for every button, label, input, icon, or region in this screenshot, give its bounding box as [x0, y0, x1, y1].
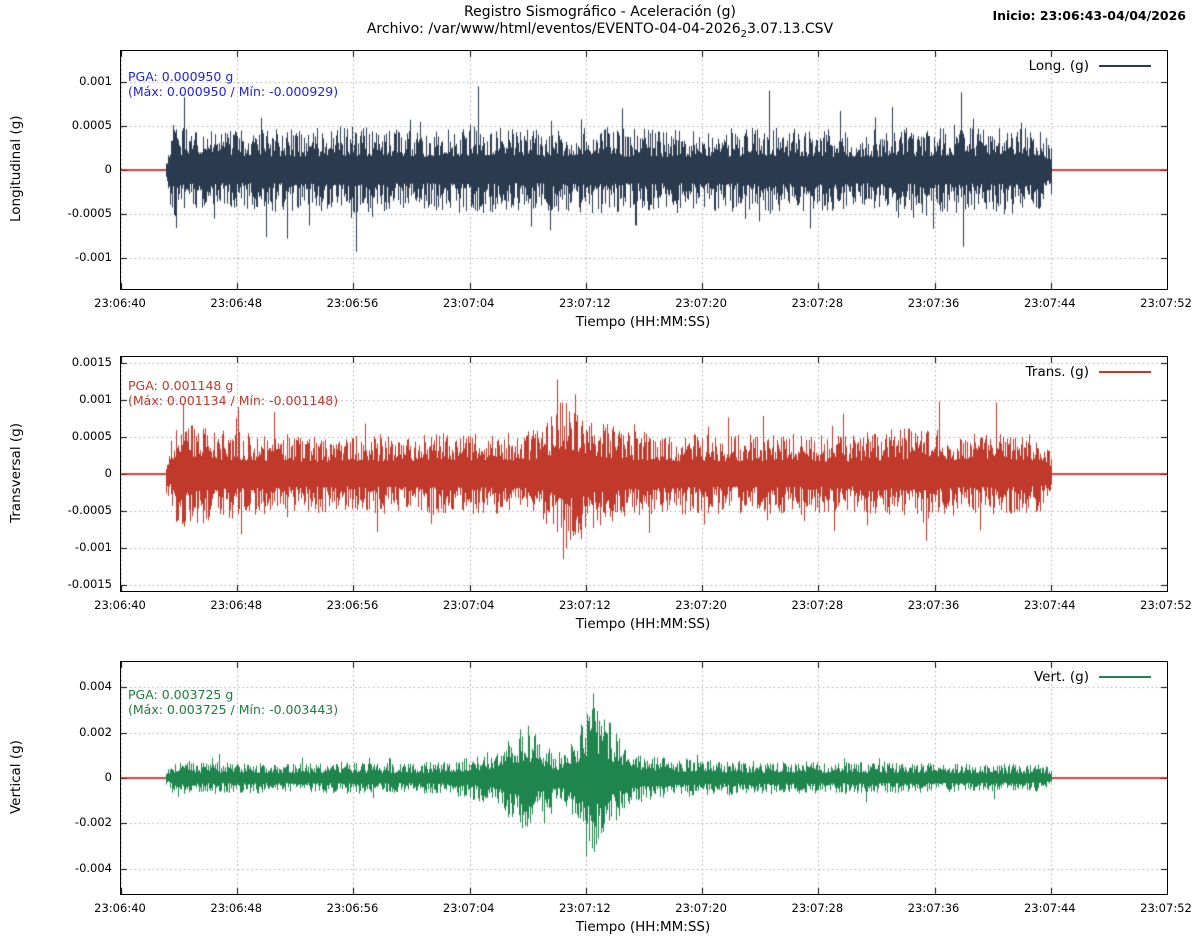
- x-tick-label: 23:07:28: [791, 598, 844, 612]
- y-tick-label: -0.0005: [67, 206, 112, 221]
- x-tick-label: 23:07:36: [907, 901, 960, 915]
- y-tick-label: 0.0005: [71, 428, 112, 443]
- file-subtitle-subscript: 2: [740, 29, 748, 40]
- x-tick-label: 23:07:44: [1023, 296, 1076, 310]
- y-tick-label: 0: [104, 770, 112, 784]
- pga-annotation-longitudinal: PGA: 0.000950 g (Máx: 0.000950 / Mín: -0…: [128, 69, 339, 99]
- x-tick-label: 23:07:44: [1023, 901, 1076, 915]
- legend-label-vertical: Vert. (g): [1033, 669, 1089, 685]
- y-tick-label: -0.001: [74, 250, 112, 265]
- x-tick-label: 23:07:20: [675, 901, 727, 915]
- x-tick-label: 23:07:04: [442, 598, 495, 612]
- file-subtitle: Archivo: /var/www/html/eventos/EVENTO-04…: [0, 21, 1200, 40]
- pga-annotation-transversal: PGA: 0.001148 g (Máx: 0.001134 / Mín: -0…: [128, 378, 339, 408]
- y-tick-label: 0.002: [79, 724, 112, 739]
- x-tick-label: 23:06:56: [326, 598, 379, 612]
- x-tick-label: 23:07:20: [675, 598, 727, 612]
- x-tick-label: 23:06:48: [210, 598, 263, 612]
- legend-line-sample-vertical: [1099, 676, 1151, 678]
- page-title: Registro Sismográfico - Aceleración (g): [463, 4, 737, 20]
- y-tick-label: -0.001: [74, 540, 112, 555]
- legend-transversal: Trans. (g): [1026, 364, 1151, 380]
- x-tick-label: 23:06:40: [94, 296, 146, 310]
- x-tick-label: 23:06:48: [210, 901, 263, 915]
- y-tick-label: -0.002: [74, 815, 112, 830]
- x-tick-label: 23:07:12: [559, 598, 611, 612]
- x-tick-label: 23:06:40: [94, 901, 146, 915]
- y-tick-label: -0.004: [74, 860, 112, 875]
- pga-annotation-vertical: PGA: 0.003725 g (Máx: 0.003725 / Mín: -0…: [128, 687, 339, 717]
- plot-section-longitudinal: Longitudinal (g) Long. (g) PGA: 0.000950…: [0, 50, 1200, 358]
- x-tick-label: 23:06:48: [210, 296, 263, 310]
- x-tick-label: 23:07:36: [907, 296, 960, 310]
- file-subtitle-suffix: 3.07.13.CSV: [747, 21, 834, 37]
- x-tick-label: 23:06:40: [94, 598, 146, 612]
- plot-section-vertical: Vertical (g) Vert. (g) PGA: 0.003725 g (…: [0, 661, 1200, 950]
- legend-longitudinal: Long. (g): [1029, 58, 1151, 74]
- y-tick-label: 0.0005: [71, 117, 112, 132]
- y-tick-label: 0.004: [79, 679, 112, 694]
- legend-line-sample-transversal: [1099, 371, 1151, 373]
- x-tick-label: 23:06:56: [326, 901, 379, 915]
- waveform-canvas-longitudinal: [121, 51, 1167, 289]
- y-tick-label: 0: [104, 466, 112, 480]
- legend-vertical: Vert. (g): [1034, 669, 1151, 685]
- x-tick-label: 23:07:04: [442, 901, 495, 915]
- y-tick-label: -0.0015: [67, 577, 112, 592]
- pga-value-longitudinal: PGA: 0.000950 g: [128, 69, 234, 84]
- pga-value-vertical: PGA: 0.003725 g: [128, 687, 234, 702]
- x-tick-label: 23:07:52: [1140, 901, 1192, 915]
- pga-maxmin-vertical: (Máx: 0.003725 / Mín: -0.003443): [128, 701, 339, 717]
- y-tick-label: 0: [104, 162, 112, 176]
- x-tick-label: 23:07:28: [791, 901, 844, 915]
- pga-maxmin-transversal: (Máx: 0.001134 / Mín: -0.001148): [128, 392, 339, 408]
- x-axis-title-longitudinal: Tiempo (HH:MM:SS): [575, 314, 711, 330]
- x-tick-label: 23:07:20: [675, 296, 727, 310]
- y-tick-label: -0.0005: [67, 503, 112, 518]
- waveform-canvas-vertical: [121, 662, 1167, 894]
- plot-area-transversal: Trans. (g) PGA: 0.001148 g (Máx: 0.00113…: [120, 356, 1168, 592]
- x-tick-label: 23:07:36: [907, 598, 960, 612]
- legend-line-sample-longitudinal: [1099, 65, 1151, 67]
- x-tick-label: 23:07:44: [1023, 598, 1076, 612]
- x-tick-label: 23:07:12: [559, 901, 611, 915]
- y-tick-label: 0.001: [79, 73, 112, 88]
- y-tick-label: 0.0015: [71, 354, 112, 369]
- plot-area-vertical: Vert. (g) PGA: 0.003725 g (Máx: 0.003725…: [120, 661, 1168, 895]
- legend-label-longitudinal: Long. (g): [1028, 58, 1089, 74]
- x-tick-label: 23:06:56: [326, 296, 379, 310]
- pga-value-transversal: PGA: 0.001148 g: [128, 378, 234, 393]
- x-axis-title-vertical: Tiempo (HH:MM:SS): [575, 919, 711, 935]
- x-tick-label: 23:07:12: [559, 296, 611, 310]
- x-axis-title-transversal: Tiempo (HH:MM:SS): [575, 616, 711, 632]
- plot-section-transversal: Transversal (g) Trans. (g) PGA: 0.001148…: [0, 354, 1200, 660]
- legend-label-transversal: Trans. (g): [1025, 364, 1089, 380]
- x-tick-label: 23:07:04: [442, 296, 495, 310]
- y-tick-label: 0.001: [79, 391, 112, 406]
- pga-maxmin-longitudinal: (Máx: 0.000950 / Mín: -0.000929): [128, 83, 339, 99]
- x-tick-label: 23:07:52: [1140, 598, 1192, 612]
- x-tick-label: 23:07:28: [791, 296, 844, 310]
- plot-area-longitudinal: Long. (g) PGA: 0.000950 g (Máx: 0.000950…: [120, 50, 1168, 290]
- file-subtitle-prefix: Archivo: /var/www/html/eventos/EVENTO-04…: [366, 21, 741, 37]
- start-time-label: Inicio: 23:06:43-04/04/2026: [992, 8, 1186, 23]
- x-tick-label: 23:07:52: [1140, 296, 1192, 310]
- waveform-canvas-transversal: [121, 357, 1167, 591]
